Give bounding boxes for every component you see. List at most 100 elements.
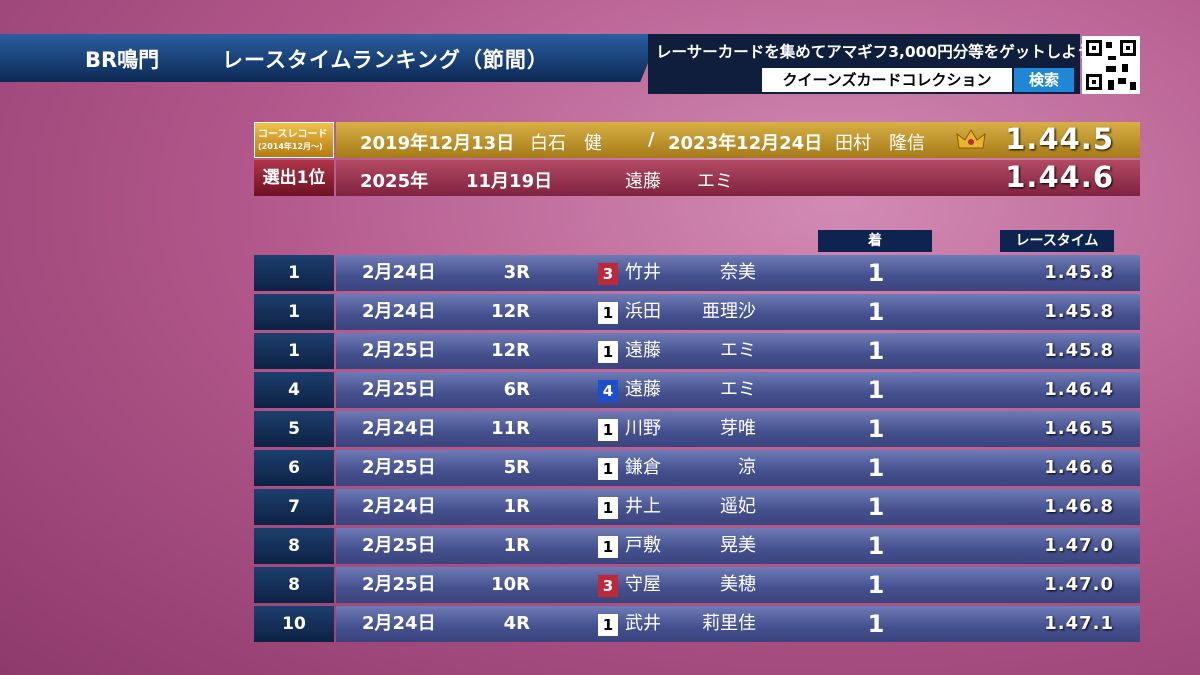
- surname: 鎌倉: [625, 457, 661, 478]
- race-time: 1.47.1: [1044, 613, 1114, 634]
- boat-number: 4: [598, 380, 618, 402]
- date: 2月25日: [362, 535, 436, 556]
- row-body: 2月25日 6R 4 遠藤 エミ 1 1.46.4: [336, 372, 1140, 408]
- qr-code: [1082, 36, 1140, 94]
- date: 2月24日: [362, 418, 436, 439]
- record-label-box: [254, 122, 334, 158]
- given-name: 奈美: [720, 262, 756, 283]
- race: 12R: [491, 340, 530, 361]
- row-body: 2月24日 4R 1 武井 莉里佳 1 1.47.1: [336, 606, 1140, 642]
- rank: 6: [254, 450, 334, 486]
- surname: 浜田: [625, 301, 661, 322]
- race-time: 1.46.5: [1044, 418, 1114, 439]
- race: 3R: [503, 262, 530, 283]
- race: 1R: [503, 535, 530, 556]
- row-body: 2月24日 1R 1 井上 遥妃 1 1.46.8: [336, 489, 1140, 525]
- given-name: エミ: [720, 340, 756, 361]
- surname: 竹井: [625, 262, 661, 283]
- finish: 1: [867, 610, 885, 638]
- selected-bar: [336, 160, 1140, 196]
- separator: /: [648, 129, 655, 150]
- campaign: クイーンズカードコレクション: [762, 68, 1012, 92]
- row-body: 2月25日 12R 1 遠藤 エミ 1 1.45.8: [336, 333, 1140, 369]
- date: 2月24日: [362, 301, 436, 322]
- surname: 遠藤: [625, 379, 661, 400]
- date: 2月25日: [362, 457, 436, 478]
- race-time: 1.46.4: [1044, 379, 1114, 400]
- crown-icon: [956, 129, 986, 149]
- given-name: 芽唯: [720, 418, 756, 439]
- row-body: 2月25日 10R 3 守屋 美穂 1 1.47.0: [336, 567, 1140, 603]
- boat-number: 3: [598, 263, 618, 285]
- finish: 1: [867, 298, 885, 326]
- race: 11R: [491, 418, 530, 439]
- row-body: 2月25日 5R 1 鎌倉 涼 1 1.46.6: [336, 450, 1140, 486]
- promo: レーサーカードを集めてアマギフ3,000円分等をゲットしよう: [656, 43, 1093, 61]
- date: 2月24日: [362, 613, 436, 634]
- rank: 1: [254, 333, 334, 369]
- date: 2月24日: [362, 496, 436, 517]
- race-time: 1.47.0: [1044, 535, 1114, 556]
- race-time: 1.45.8: [1044, 301, 1114, 322]
- surname: 遠藤: [625, 340, 661, 361]
- date: 2月25日: [362, 340, 436, 361]
- selected-date: 11月19日: [466, 171, 553, 192]
- given-name: エミ: [720, 379, 756, 400]
- row-body: 2月24日 3R 3 竹井 奈美 1 1.45.8: [336, 255, 1140, 291]
- race: 1R: [503, 496, 530, 517]
- record-date: 2019年12月13日: [360, 133, 515, 154]
- rank: 10: [254, 606, 334, 642]
- boat-number: 1: [598, 302, 618, 324]
- race: 12R: [491, 301, 530, 322]
- surname: 井上: [625, 496, 661, 517]
- race-time: 1.46.8: [1044, 496, 1114, 517]
- record-name: 田村 隆信: [835, 133, 925, 154]
- given-name: 遥妃: [720, 496, 756, 517]
- rank: 8: [254, 567, 334, 603]
- record-bar: [336, 122, 1140, 158]
- finish: 1: [867, 493, 885, 521]
- date: 2月25日: [362, 574, 436, 595]
- rank: 1: [254, 255, 334, 291]
- table-row: 10 2月24日 4R 1 武井 莉里佳 1 1.47.1: [254, 606, 1140, 642]
- column-header: 着: [818, 230, 932, 252]
- boat-number: 1: [598, 419, 618, 441]
- race: 5R: [503, 457, 530, 478]
- row-body: 2月24日 11R 1 川野 芽唯 1 1.46.5: [336, 411, 1140, 447]
- surname: 川野: [625, 418, 661, 439]
- boat-number: 3: [598, 575, 618, 597]
- table-row: 8 2月25日 1R 1 戸敷 晃美 1 1.47.0: [254, 528, 1140, 564]
- selected-name: 遠藤 エミ: [625, 171, 733, 192]
- boat-number: 1: [598, 341, 618, 363]
- rank: 1: [254, 294, 334, 330]
- record-time: 1.44.5: [1005, 122, 1114, 156]
- table-row: 7 2月24日 1R 1 井上 遥妃 1 1.46.8: [254, 489, 1140, 525]
- table-row: 4 2月25日 6R 4 遠藤 エミ 1 1.46.4: [254, 372, 1140, 408]
- rank: 5: [254, 411, 334, 447]
- venue: BR鳴門: [85, 48, 160, 72]
- record-name: 白石 健: [530, 133, 602, 154]
- race-time: 1.45.8: [1044, 340, 1114, 361]
- boat-number: 1: [598, 458, 618, 480]
- finish: 1: [867, 337, 885, 365]
- column-header: レースタイム: [1000, 230, 1114, 252]
- title: レースタイムランキング（節間）: [222, 48, 549, 72]
- search-button[interactable]: 検索: [1014, 68, 1074, 92]
- rank: 7: [254, 489, 334, 525]
- surname: 武井: [625, 613, 661, 634]
- given-name: 晃美: [720, 535, 756, 556]
- table-row: 5 2月24日 11R 1 川野 芽唯 1 1.46.5: [254, 411, 1140, 447]
- table-row: 1 2月24日 12R 1 浜田 亜理沙 1 1.45.8: [254, 294, 1140, 330]
- race: 10R: [491, 574, 530, 595]
- surname: 守屋: [625, 574, 661, 595]
- rank: 8: [254, 528, 334, 564]
- selected-year: 2025年: [360, 171, 429, 192]
- race-time: 1.47.0: [1044, 574, 1114, 595]
- selected-label: 選出1位: [254, 160, 334, 196]
- finish: 1: [867, 532, 885, 560]
- date: 2月24日: [362, 262, 436, 283]
- selected-time: 1.44.6: [1005, 160, 1114, 194]
- record-period: (2014年12月～): [258, 142, 323, 151]
- race: 4R: [503, 613, 530, 634]
